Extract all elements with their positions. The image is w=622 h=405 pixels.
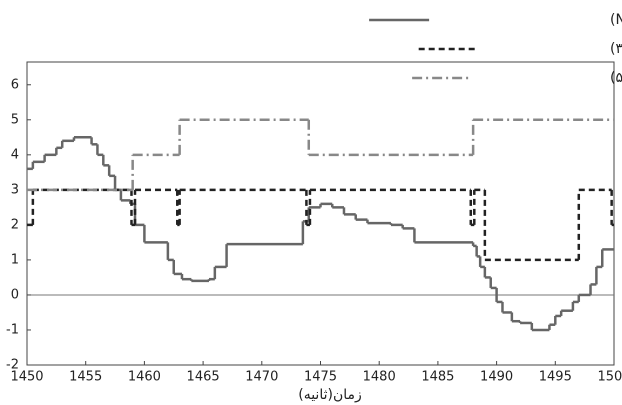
x-tick-label: 1485 (421, 370, 454, 385)
y-tick-label: 0 (11, 287, 19, 302)
y-tick-label: -2 (6, 358, 19, 373)
y-tick-label: 3 (11, 182, 19, 197)
x-tick-label: 1500 (597, 370, 622, 385)
y-tick-label: 1 (11, 252, 19, 267)
x-tick-label: 1455 (69, 370, 102, 385)
x-tick-label: 1495 (539, 370, 572, 385)
x-tick-label: 1470 (245, 370, 278, 385)
x-tick-label: 1475 (304, 370, 337, 385)
plot-frame (26, 61, 615, 366)
x-tick-label: 1460 (128, 370, 161, 385)
x-tick-label: 1465 (187, 370, 220, 385)
y-tick-label: 2 (11, 217, 19, 232)
legend-label: وضعیت‌چنگک(۲،۱و۳) (610, 40, 622, 57)
x-tick-label: 1490 (480, 370, 513, 385)
y-tick-label: 4 (11, 147, 19, 162)
legend-label: شماره دنده(۱،۲،...،۵) (610, 70, 622, 86)
x-axis-label: زمان(ثانیه) (298, 387, 362, 403)
y-tick-label: -1 (6, 322, 19, 337)
x-tick-label: 1480 (363, 370, 396, 385)
legend-label: گشتاور سر چرخ /۱۰۰ (N/m) (610, 11, 622, 28)
y-tick-label: 6 (11, 77, 19, 92)
y-tick-label: 5 (11, 112, 19, 127)
x-tick-label: 1450 (10, 370, 43, 385)
